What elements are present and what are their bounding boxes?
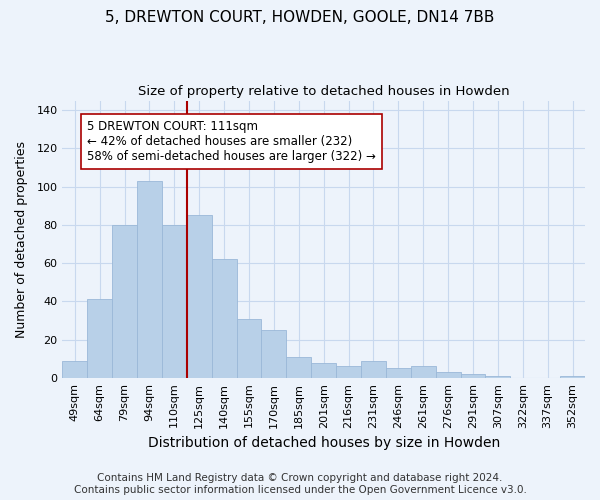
Bar [62,360,87,378]
Text: 5 DREWTON COURT: 111sqm
← 42% of detached houses are smaller (232)
58% of semi-d: 5 DREWTON COURT: 111sqm ← 42% of detache… [87,120,376,162]
Bar [386,368,411,378]
Bar [162,225,187,378]
Bar [262,330,286,378]
Bar [236,318,262,378]
Y-axis label: Number of detached properties: Number of detached properties [15,140,28,338]
Bar [411,366,436,378]
Text: 5, DREWTON COURT, HOWDEN, GOOLE, DN14 7BB: 5, DREWTON COURT, HOWDEN, GOOLE, DN14 7B… [106,10,494,25]
Bar [485,376,511,378]
Bar [286,357,311,378]
Bar [336,366,361,378]
Bar [311,362,336,378]
Bar [436,372,461,378]
Text: Contains HM Land Registry data © Crown copyright and database right 2024.
Contai: Contains HM Land Registry data © Crown c… [74,474,526,495]
Bar [212,260,236,378]
Bar [112,225,137,378]
Bar [87,300,112,378]
Bar [361,360,386,378]
Bar [137,181,162,378]
Bar [560,376,585,378]
Bar [461,374,485,378]
X-axis label: Distribution of detached houses by size in Howden: Distribution of detached houses by size … [148,436,500,450]
Bar [187,216,212,378]
Title: Size of property relative to detached houses in Howden: Size of property relative to detached ho… [138,85,509,98]
